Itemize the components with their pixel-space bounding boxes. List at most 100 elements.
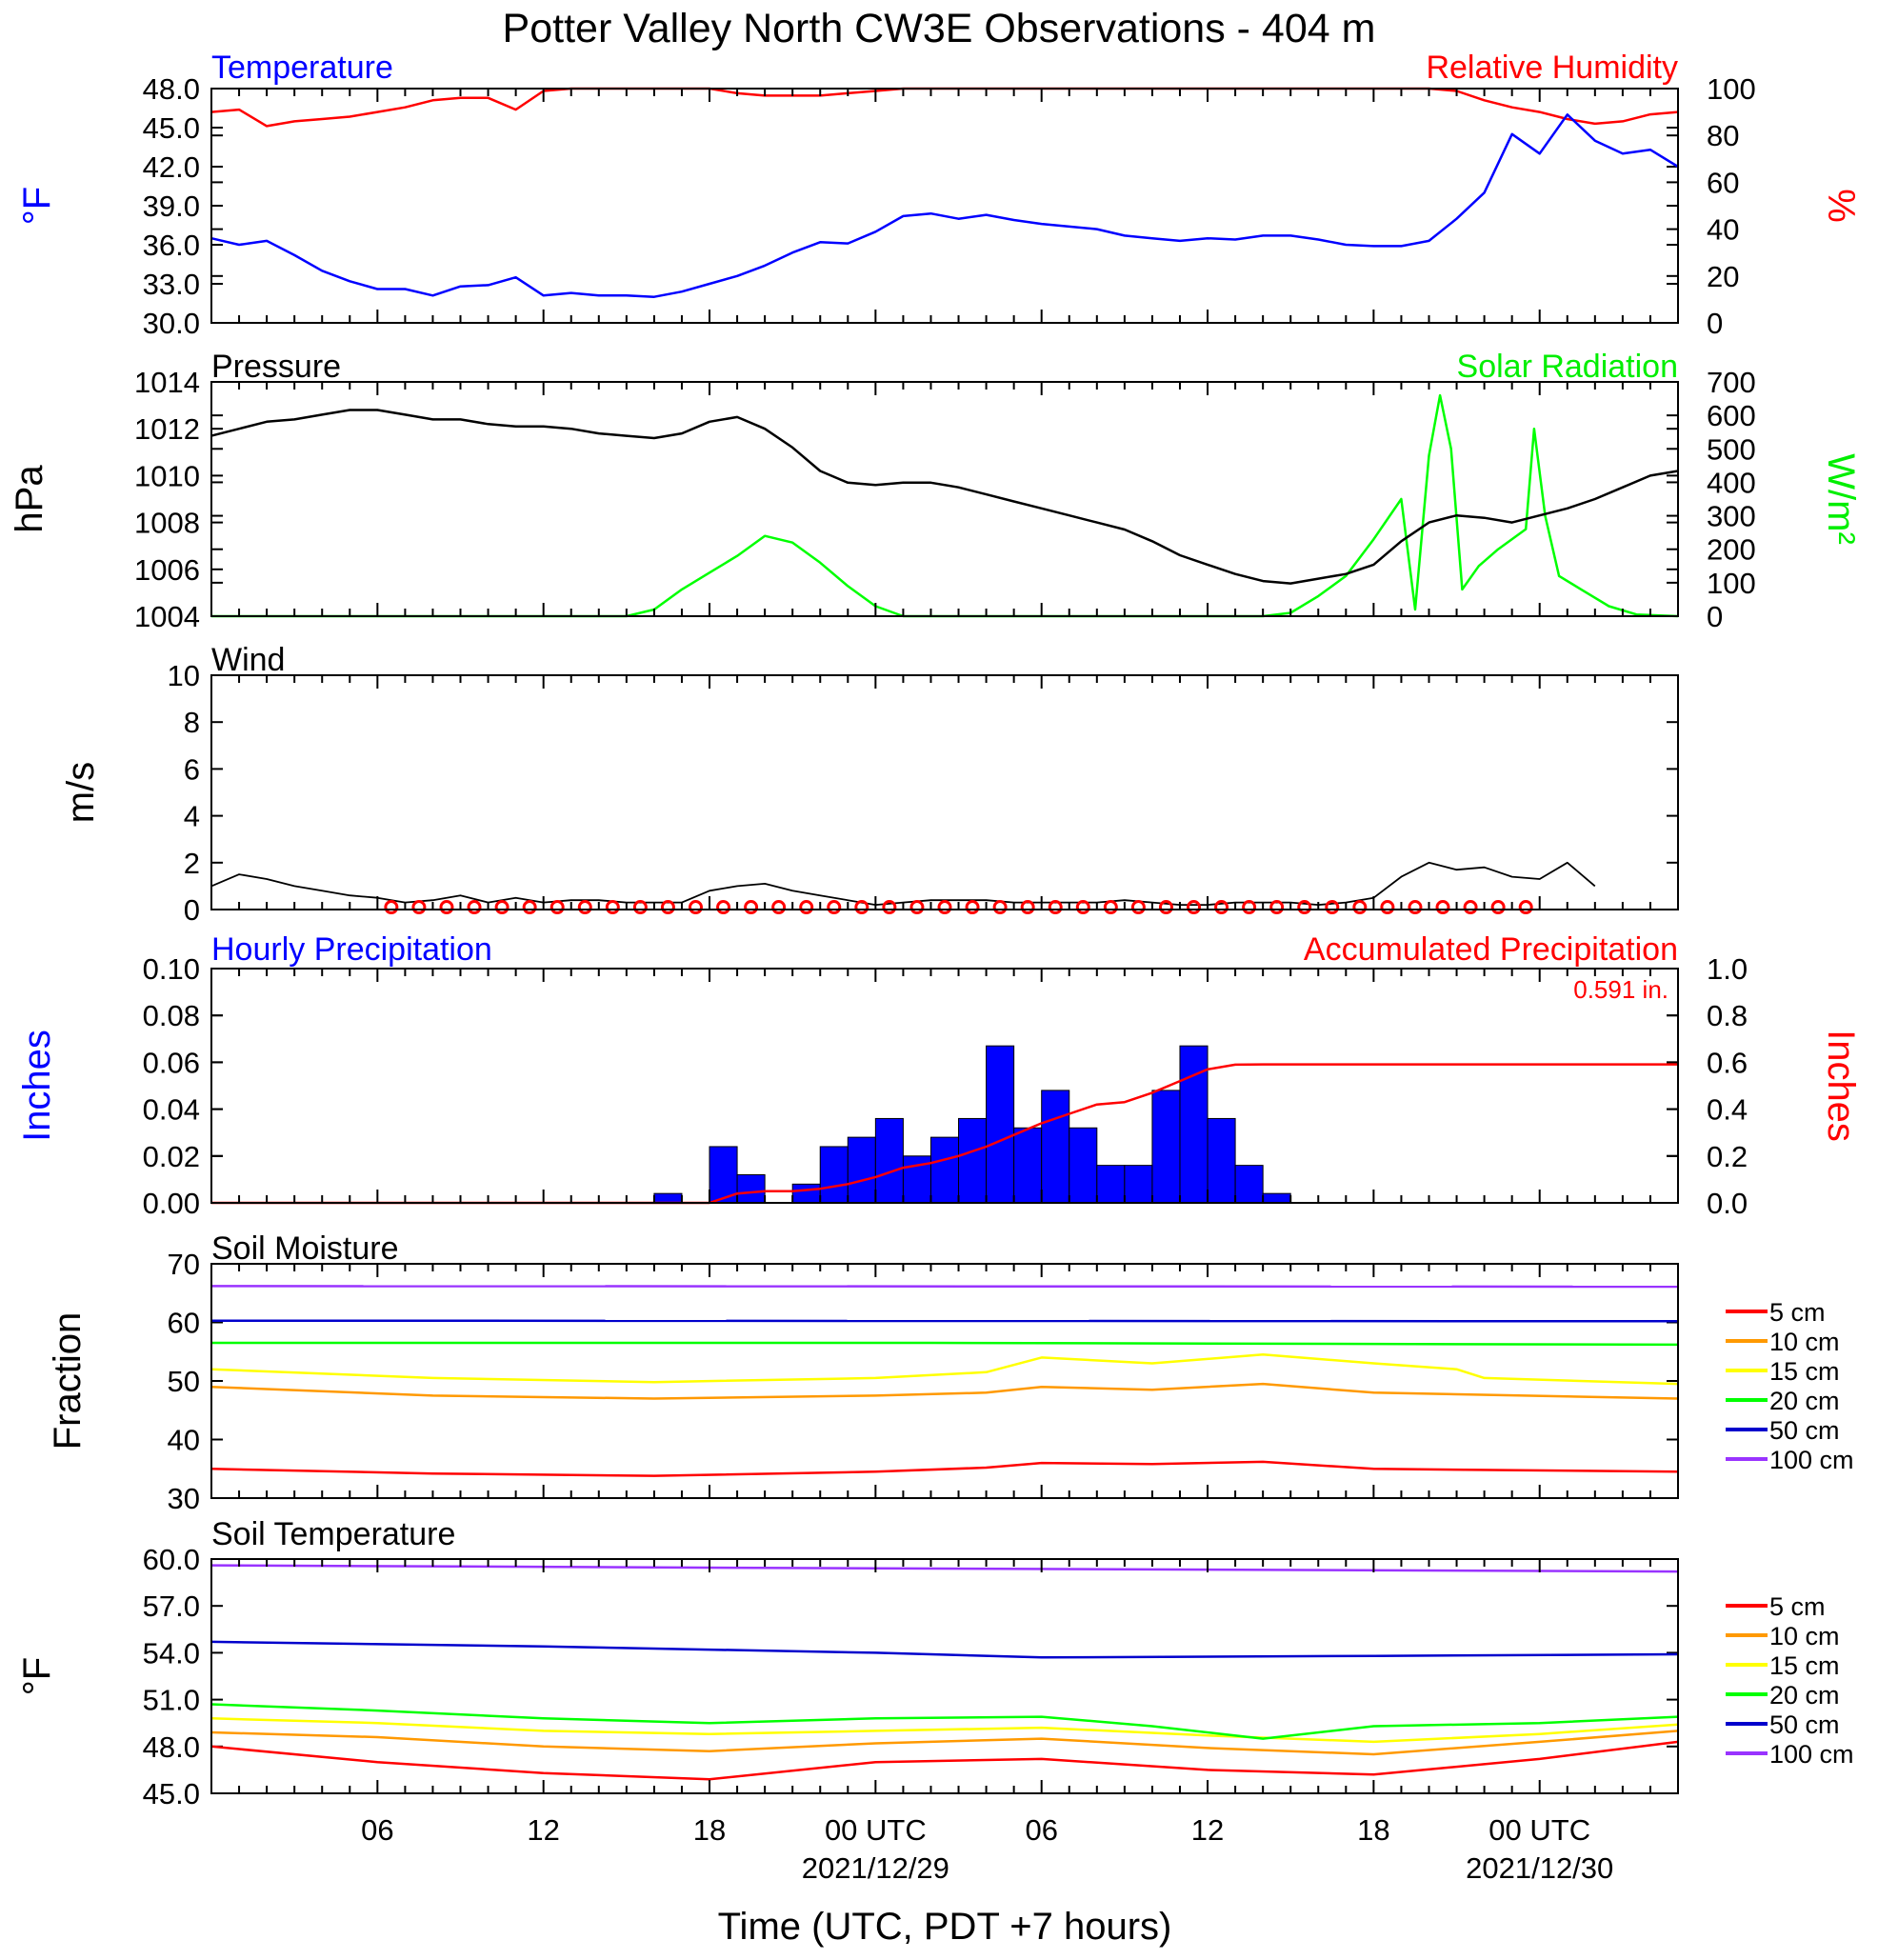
precipitation-bar [1262, 1192, 1291, 1204]
relative-humidity-title: Relative Humidity [1426, 50, 1678, 86]
soil-moisture-series [210, 1285, 1679, 1477]
calm-wind-marker [467, 900, 482, 915]
precipitation-frame [210, 968, 1679, 1204]
legend-label: 20 cm [1769, 1387, 1840, 1415]
calm-wind-marker [1352, 900, 1368, 915]
pressure-series [210, 393, 1679, 618]
pressure-axis-ticks: 1004 1006 1008 1010 1012 1014 0100200300400500… [134, 366, 1756, 633]
wind-speed-line [210, 861, 1596, 906]
temperature-tick-label: 48.0 [143, 72, 200, 106]
calm-wind-marker [1130, 900, 1146, 915]
hourly-precip-tick-label: 0.00 [143, 1187, 200, 1220]
solar-tick-label: 300 [1707, 500, 1756, 533]
soil-temperature-line-3 [210, 1703, 1679, 1740]
solar-tick-label: 400 [1707, 466, 1756, 499]
pressure-title: Pressure [211, 349, 341, 385]
accum-precip-tick-label: 0.2 [1707, 1140, 1748, 1173]
calm-wind-marker [439, 900, 454, 915]
pressure-tick-label: 1006 [134, 553, 200, 587]
x-tick-label: 18 [1357, 1813, 1389, 1847]
soil-moisture-line-3 [211, 1341, 1679, 1347]
calm-wind-marker [1075, 900, 1090, 915]
calm-wind-marker [992, 900, 1008, 915]
calm-wind-marker [827, 900, 842, 915]
calm-wind-marker [1103, 900, 1118, 915]
soil-moisture-line-5 [210, 1285, 1679, 1289]
legend-label: 15 cm [1769, 1357, 1840, 1386]
humidity-tick-label: 0 [1707, 307, 1723, 340]
precipitation-bar [986, 1045, 1015, 1204]
soil-temperature-series [210, 1564, 1679, 1781]
wind-title: Wind [211, 642, 285, 678]
soil-temperature-line-2 [210, 1717, 1679, 1744]
x-tick-label: 18 [693, 1813, 726, 1847]
pressure-tick-label: 1014 [134, 366, 200, 399]
pressure-tick-label: 1008 [134, 507, 200, 540]
soil-moisture-unit: Fraction [47, 1312, 89, 1450]
humidity-tick-label: 20 [1707, 260, 1739, 293]
calm-wind-marker [744, 900, 759, 915]
pressure-tick-label: 1004 [134, 600, 200, 633]
soil-moisture-title: Soil Moisture [211, 1230, 399, 1267]
temperature-tick-label: 30.0 [143, 307, 200, 340]
humidity-tick-label: 80 [1707, 119, 1739, 152]
calm-wind-marker [1297, 900, 1312, 915]
wind-tick-label: 2 [184, 847, 200, 880]
temperature-title: Temperature [211, 50, 393, 86]
hourly-precipitation-title: Hourly Precipitation [211, 931, 492, 968]
soil-moisture-tick-label: 40 [168, 1424, 200, 1457]
calm-wind-marker [577, 900, 592, 915]
x-date-label: 2021/12/30 [1466, 1851, 1613, 1885]
pressure-tick-label: 1010 [134, 459, 200, 492]
soil-temperature-tick-label: 48.0 [143, 1730, 200, 1764]
precipitation-bar [958, 1117, 988, 1204]
temperature-line [210, 113, 1679, 298]
soil-temperature-tick-label: 54.0 [143, 1636, 200, 1670]
soil-moisture-tick-label: 30 [168, 1482, 200, 1515]
precipitation-series [211, 1045, 1678, 1205]
time-axis: 06 12 18 00 UTC 2021/12/29 06 12 18 00 UTC 2021/1… [210, 89, 1679, 1885]
calm-wind-marker [494, 900, 509, 915]
calm-wind-marker [1518, 900, 1533, 915]
accumulated-precipitation-line [211, 1063, 1678, 1205]
legend-label: 50 cm [1769, 1416, 1840, 1445]
calm-wind-marker [1490, 900, 1506, 915]
humidity-tick-label: 60 [1707, 166, 1739, 199]
calm-wind-marker [771, 900, 787, 915]
solar-tick-label: 0 [1707, 600, 1723, 633]
soil-temperature-line-5 [210, 1564, 1679, 1573]
hourly-precip-tick-label: 0.04 [143, 1093, 200, 1127]
wind-frame [210, 674, 1679, 910]
soil-moisture-tick-label: 70 [168, 1248, 200, 1281]
soil-temperature-frame [210, 1558, 1679, 1794]
panel-pressure: Pressure Solar Radiation hPa W/m² 100410… [9, 349, 1862, 633]
wind-tick-label: 10 [168, 659, 200, 692]
calm-wind-marker [1325, 900, 1340, 915]
accum-precip-tick-label: 0.6 [1707, 1046, 1748, 1079]
temperature-tick-label: 42.0 [143, 150, 200, 184]
hourly-precip-tick-label: 0.06 [143, 1046, 200, 1079]
humidity-unit: % [1820, 189, 1862, 223]
temperature-tick-label: 45.0 [143, 111, 200, 145]
solar-tick-label: 600 [1707, 399, 1756, 432]
accumulated-precipitation-title: Accumulated Precipitation [1304, 931, 1678, 968]
solar-tick-label: 200 [1707, 533, 1756, 567]
calm-wind-marker [688, 900, 703, 915]
calm-wind-marker [522, 900, 537, 915]
panel-temperature: Temperature Relative Humidity °F % 30.03… [16, 50, 1862, 340]
calm-wind-marker [1214, 900, 1229, 915]
precipitation-total: 0.591 in. [1573, 975, 1668, 1004]
precipitation-bar [1013, 1127, 1043, 1204]
humidity-tick-label: 100 [1707, 72, 1756, 106]
soil-temperature-line-0 [210, 1740, 1679, 1781]
soil-moisture-tick-label: 60 [168, 1307, 200, 1340]
calm-wind-marker [854, 900, 869, 915]
soil-temperature-tick-label: 57.0 [143, 1590, 200, 1623]
soil-temperature-line-4 [210, 1640, 1679, 1659]
hourly-precip-tick-label: 0.02 [143, 1140, 200, 1173]
soil-temperature-tick-label: 45.0 [143, 1777, 200, 1810]
temperature-tick-label: 39.0 [143, 190, 200, 223]
